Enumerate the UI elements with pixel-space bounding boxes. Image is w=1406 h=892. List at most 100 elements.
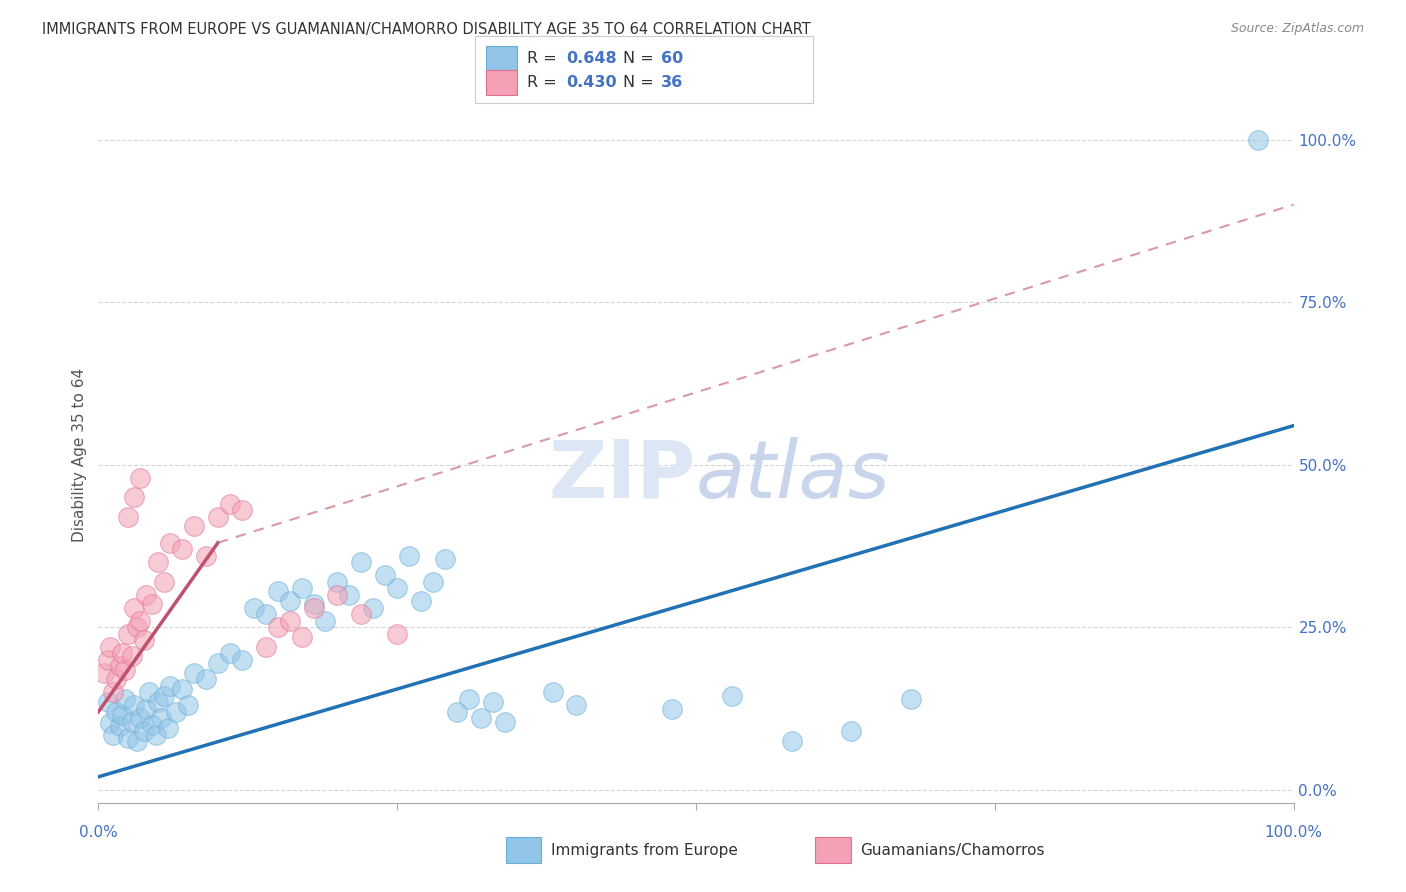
Point — [315, 614, 337, 628]
Point — [302, 598, 325, 612]
Point — [183, 519, 205, 533]
Text: 0.430: 0.430 — [567, 76, 617, 90]
Point — [141, 598, 163, 612]
Point — [780, 734, 803, 748]
Point — [207, 656, 229, 670]
Point — [231, 653, 253, 667]
Point — [148, 555, 170, 569]
Point — [207, 509, 229, 524]
Point — [278, 594, 301, 608]
Point — [242, 600, 264, 615]
Point — [148, 695, 170, 709]
Point — [385, 581, 409, 595]
Text: atlas: atlas — [696, 437, 891, 515]
Text: R =: R = — [527, 52, 562, 66]
Point — [97, 653, 120, 667]
Point — [900, 691, 922, 706]
Point — [470, 711, 492, 725]
Point — [153, 689, 176, 703]
Point — [457, 691, 479, 706]
Text: Immigrants from Europe: Immigrants from Europe — [551, 843, 738, 857]
Point — [363, 600, 385, 615]
Point — [565, 698, 588, 713]
Point — [105, 705, 128, 719]
Point — [385, 626, 409, 640]
Point — [114, 663, 136, 677]
Point — [132, 633, 155, 648]
Point — [433, 552, 456, 566]
Point — [114, 691, 136, 706]
Point — [129, 471, 152, 485]
Point — [278, 614, 301, 628]
Point — [121, 649, 143, 664]
Point — [124, 698, 146, 713]
Point — [194, 549, 217, 563]
Text: IMMIGRANTS FROM EUROPE VS GUAMANIAN/CHAMORRO DISABILITY AGE 35 TO 64 CORRELATION: IMMIGRANTS FROM EUROPE VS GUAMANIAN/CHAM… — [42, 22, 811, 37]
Text: 60: 60 — [661, 52, 683, 66]
Point — [129, 614, 152, 628]
Text: 0.0%: 0.0% — [79, 825, 118, 840]
Point — [661, 701, 683, 715]
Point — [398, 549, 420, 563]
Point — [117, 731, 139, 745]
Point — [1246, 132, 1268, 146]
Point — [172, 681, 194, 696]
Point — [156, 721, 179, 735]
Point — [267, 584, 290, 599]
Point — [254, 607, 277, 622]
Point — [302, 600, 325, 615]
Point — [374, 568, 396, 582]
Point — [117, 509, 139, 524]
Point — [183, 665, 205, 680]
Point — [350, 607, 373, 622]
Y-axis label: Disability Age 35 to 64: Disability Age 35 to 64 — [72, 368, 87, 542]
Point — [101, 685, 124, 699]
Point — [111, 646, 134, 660]
Point — [141, 718, 163, 732]
Text: 100.0%: 100.0% — [1264, 825, 1323, 840]
Point — [129, 711, 152, 725]
Point — [350, 555, 373, 569]
Point — [149, 711, 172, 725]
Text: R =: R = — [527, 76, 562, 90]
Point — [172, 542, 194, 557]
Point — [254, 640, 277, 654]
Text: Source: ZipAtlas.com: Source: ZipAtlas.com — [1230, 22, 1364, 36]
Text: Guamanians/Chamorros: Guamanians/Chamorros — [860, 843, 1045, 857]
Point — [481, 695, 505, 709]
Point — [411, 594, 433, 608]
Point — [93, 665, 115, 680]
Point — [422, 574, 444, 589]
Point — [159, 679, 181, 693]
Point — [290, 630, 312, 644]
Point — [446, 705, 468, 719]
Point — [219, 497, 242, 511]
Point — [494, 714, 516, 729]
Point — [326, 588, 349, 602]
Point — [111, 708, 134, 723]
Point — [541, 685, 564, 699]
Point — [231, 503, 253, 517]
Text: 36: 36 — [661, 76, 683, 90]
Point — [326, 574, 349, 589]
Point — [108, 719, 131, 733]
Point — [117, 626, 139, 640]
Point — [337, 588, 360, 602]
Text: N =: N = — [623, 52, 659, 66]
Point — [135, 588, 157, 602]
Point — [159, 535, 181, 549]
Point — [125, 734, 148, 748]
Point — [101, 727, 124, 741]
Point — [121, 714, 143, 729]
Point — [177, 698, 200, 713]
Point — [267, 620, 290, 634]
Point — [165, 705, 187, 719]
Text: 0.648: 0.648 — [567, 52, 617, 66]
Point — [105, 672, 128, 686]
Point — [194, 672, 217, 686]
Point — [135, 701, 157, 715]
Point — [97, 695, 120, 709]
Text: N =: N = — [623, 76, 659, 90]
Point — [132, 724, 155, 739]
Point — [219, 646, 242, 660]
